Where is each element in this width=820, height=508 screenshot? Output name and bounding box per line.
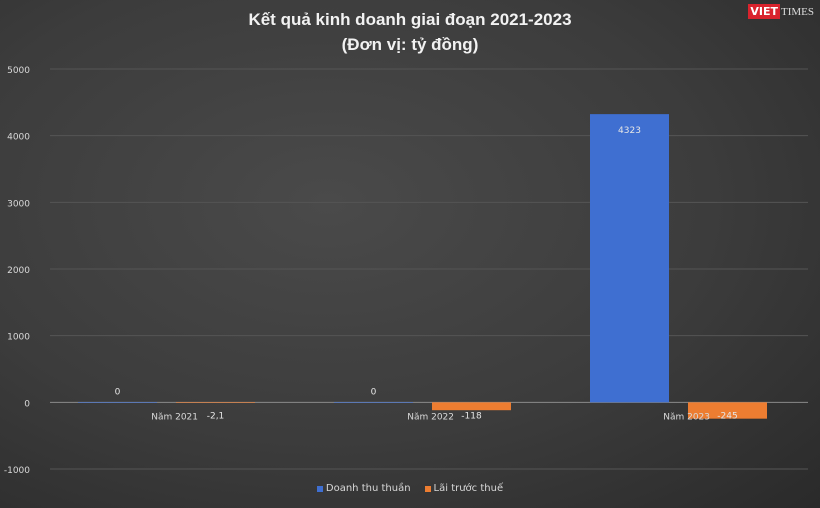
data-label: -118 bbox=[461, 411, 482, 421]
data-label: 0 bbox=[371, 387, 377, 397]
legend: Doanh thu thuần Lãi trước thuế bbox=[0, 483, 820, 494]
y-tick-label: 1000 bbox=[7, 333, 30, 343]
bar-profit bbox=[176, 402, 255, 403]
bar-profit bbox=[688, 402, 767, 419]
y-tick-label: 3000 bbox=[7, 199, 30, 209]
y-tick-label: -1000 bbox=[4, 466, 30, 476]
legend-item-revenue: Doanh thu thuần bbox=[316, 483, 411, 494]
y-tick-label: 2000 bbox=[7, 266, 30, 276]
data-label: -245 bbox=[717, 411, 737, 421]
chart-title: Kết quả kinh doanh giai đoạn 2021-2023 bbox=[248, 10, 572, 29]
data-label: -2,1 bbox=[207, 411, 225, 421]
legend-item-profit: Lãi trước thuế bbox=[424, 483, 503, 494]
y-tick-label: 5000 bbox=[7, 66, 30, 76]
legend-swatch bbox=[316, 485, 323, 492]
x-tick-label: Năm 2022 bbox=[407, 412, 454, 422]
data-label: 4323 bbox=[618, 126, 641, 136]
x-tick-label: Năm 2021 bbox=[151, 412, 198, 422]
y-tick-label: 0 bbox=[24, 399, 30, 409]
bar-profit bbox=[432, 402, 511, 411]
x-tick-label: Năm 2023 bbox=[663, 412, 710, 422]
legend-swatch bbox=[424, 485, 431, 492]
data-label: 0 bbox=[115, 387, 121, 397]
bar-revenue bbox=[590, 114, 669, 403]
y-tick-label: 4000 bbox=[7, 133, 30, 143]
bar-revenue bbox=[78, 402, 157, 403]
chart-subtitle: (Đơn vị: tỷ đồng) bbox=[341, 35, 479, 54]
bar-revenue bbox=[334, 402, 413, 403]
viettimes-logo: VIET TIMES bbox=[748, 4, 814, 19]
